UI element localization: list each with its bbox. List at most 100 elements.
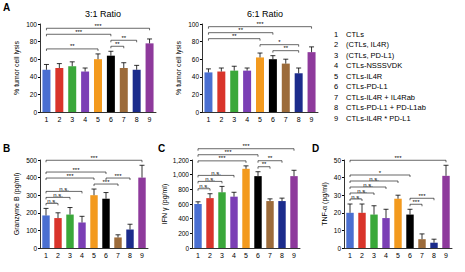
svg-text:*: * bbox=[379, 170, 382, 176]
svg-text:Granzyme B (pg/ml): Granzyme B (pg/ml) bbox=[13, 173, 21, 236]
svg-text:7: 7 bbox=[268, 252, 272, 259]
svg-text:8: 8 bbox=[128, 252, 132, 259]
svg-text:30: 30 bbox=[334, 192, 342, 199]
svg-text:***: *** bbox=[412, 199, 420, 205]
svg-text:50: 50 bbox=[334, 157, 342, 164]
svg-text:100: 100 bbox=[188, 21, 199, 28]
svg-text:80: 80 bbox=[192, 38, 200, 45]
svg-text:6: 6 bbox=[104, 252, 108, 259]
svg-text:**: ** bbox=[232, 33, 237, 39]
svg-text:2: 2 bbox=[219, 116, 223, 123]
svg-text:***: *** bbox=[102, 179, 110, 185]
svg-text:6: 6 bbox=[408, 252, 412, 259]
svg-text:500: 500 bbox=[26, 157, 37, 164]
svg-text:n.s.: n.s. bbox=[351, 194, 361, 200]
svg-text:**: ** bbox=[268, 155, 273, 161]
svg-text:TNF-α (pg/ml): TNF-α (pg/ml) bbox=[321, 182, 329, 226]
svg-text:5: 5 bbox=[92, 252, 96, 259]
svg-text:***: *** bbox=[94, 23, 102, 29]
svg-text:4: 4 bbox=[334, 61, 338, 70]
svg-text:8: 8 bbox=[432, 252, 436, 259]
svg-text:9: 9 bbox=[140, 252, 144, 259]
svg-text:*: * bbox=[278, 39, 281, 45]
svg-text:***: *** bbox=[256, 21, 264, 27]
svg-text:2: 2 bbox=[208, 252, 212, 259]
svg-text:40: 40 bbox=[334, 174, 342, 181]
svg-text:800: 800 bbox=[178, 186, 189, 193]
svg-text:7: 7 bbox=[122, 116, 126, 123]
svg-text:9: 9 bbox=[292, 252, 296, 259]
svg-text:CTLs-IL4R * PD-L1: CTLs-IL4R * PD-L1 bbox=[346, 114, 411, 123]
svg-text:**: ** bbox=[283, 45, 288, 51]
svg-text:5: 5 bbox=[258, 116, 262, 123]
svg-text:% tumor cell lysis: % tumor cell lysis bbox=[13, 40, 21, 95]
svg-text:6: 6 bbox=[109, 116, 113, 123]
svg-text:3: 3 bbox=[334, 51, 338, 60]
svg-text:0: 0 bbox=[33, 109, 37, 116]
svg-text:n.s.: n.s. bbox=[363, 182, 373, 188]
svg-text:1,000: 1,000 bbox=[173, 171, 190, 178]
svg-text:100: 100 bbox=[26, 21, 37, 28]
svg-text:***: *** bbox=[394, 155, 402, 161]
svg-text:200: 200 bbox=[178, 230, 189, 237]
svg-text:40: 40 bbox=[30, 73, 38, 80]
svg-text:2: 2 bbox=[57, 116, 61, 123]
svg-text:***: *** bbox=[224, 149, 232, 155]
svg-text:0: 0 bbox=[195, 109, 199, 116]
svg-text:0: 0 bbox=[185, 245, 189, 252]
svg-text:60: 60 bbox=[30, 56, 38, 63]
svg-text:10: 10 bbox=[334, 227, 342, 234]
svg-text:9: 9 bbox=[148, 116, 152, 123]
svg-text:1: 1 bbox=[196, 252, 200, 259]
svg-text:5: 5 bbox=[244, 252, 248, 259]
svg-text:n.s.: n.s. bbox=[199, 183, 209, 189]
svg-text:B: B bbox=[3, 143, 10, 154]
svg-text:n.s.: n.s. bbox=[357, 188, 367, 194]
svg-text:5: 5 bbox=[334, 72, 338, 81]
svg-text:1: 1 bbox=[44, 116, 48, 123]
svg-text:80: 80 bbox=[30, 38, 38, 45]
svg-text:***: *** bbox=[90, 155, 98, 161]
svg-text:(CTLs, PD-L1): (CTLs, PD-L1) bbox=[346, 51, 395, 60]
svg-text:7: 7 bbox=[420, 252, 424, 259]
svg-text:**: ** bbox=[121, 35, 126, 41]
svg-text:**: ** bbox=[115, 41, 120, 47]
svg-text:n.s.: n.s. bbox=[369, 176, 379, 182]
svg-text:4: 4 bbox=[83, 116, 87, 123]
svg-text:CTLs-PD-L1 + PD-L1ab: CTLs-PD-L1 + PD-L1ab bbox=[346, 103, 426, 112]
svg-text:CTLs-PD-L1: CTLs-PD-L1 bbox=[346, 82, 388, 91]
svg-text:4: 4 bbox=[384, 252, 388, 259]
svg-text:***: *** bbox=[75, 29, 83, 35]
svg-text:3: 3 bbox=[68, 252, 72, 259]
svg-text:20: 20 bbox=[30, 91, 38, 98]
svg-text:20: 20 bbox=[192, 91, 200, 98]
svg-text:CTLs-IL4R: CTLs-IL4R bbox=[346, 72, 383, 81]
svg-text:9: 9 bbox=[334, 114, 338, 123]
svg-text:0: 0 bbox=[337, 245, 341, 252]
svg-text:4: 4 bbox=[80, 252, 84, 259]
svg-text:**: ** bbox=[238, 27, 243, 33]
svg-text:8: 8 bbox=[280, 252, 284, 259]
svg-text:IFN γ (pg/ml): IFN γ (pg/ml) bbox=[161, 184, 169, 224]
svg-text:400: 400 bbox=[26, 174, 37, 181]
svg-text:1: 1 bbox=[44, 252, 48, 259]
svg-text:1: 1 bbox=[348, 252, 352, 259]
svg-text:CTLs-IL4R + IL4Rab: CTLs-IL4R + IL4Rab bbox=[346, 93, 415, 102]
svg-text:8: 8 bbox=[334, 103, 338, 112]
svg-text:400: 400 bbox=[178, 215, 189, 222]
svg-text:***: *** bbox=[218, 155, 226, 161]
svg-text:2: 2 bbox=[360, 252, 364, 259]
svg-text:60: 60 bbox=[192, 56, 200, 63]
svg-text:300: 300 bbox=[26, 192, 37, 199]
svg-text:9: 9 bbox=[310, 116, 314, 123]
svg-text:n.s.: n.s. bbox=[205, 176, 215, 182]
svg-text:1: 1 bbox=[206, 116, 210, 123]
svg-text:***: *** bbox=[418, 193, 426, 199]
svg-text:3: 3 bbox=[220, 252, 224, 259]
svg-text:5: 5 bbox=[396, 252, 400, 259]
svg-text:2: 2 bbox=[334, 40, 338, 49]
svg-text:n.s.: n.s. bbox=[59, 186, 69, 192]
svg-text:7: 7 bbox=[284, 116, 288, 123]
svg-text:8: 8 bbox=[135, 116, 139, 123]
svg-text:***: *** bbox=[72, 167, 80, 173]
